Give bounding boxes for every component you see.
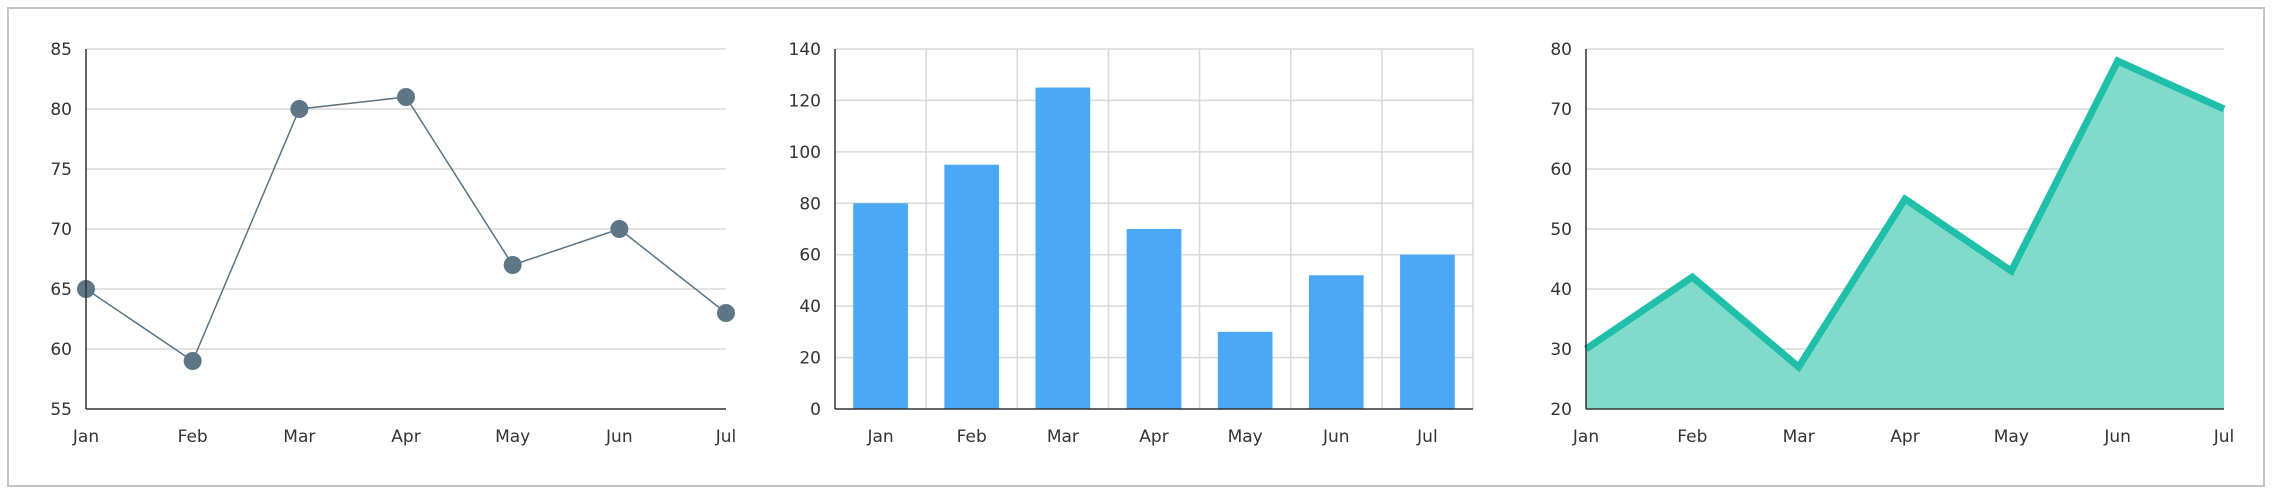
x-tick-label: Apr bbox=[1890, 427, 1919, 447]
bar bbox=[1217, 331, 1273, 409]
x-tick-label: Mar bbox=[1047, 427, 1079, 447]
data-point bbox=[503, 256, 522, 274]
x-tick-label: Jun bbox=[2103, 427, 2131, 447]
area-fill bbox=[1586, 61, 2224, 409]
x-tick-label: Jul bbox=[2213, 427, 2235, 447]
bar bbox=[944, 164, 1000, 409]
y-tick-label: 40 bbox=[1550, 280, 1572, 300]
y-tick-label: 60 bbox=[50, 340, 72, 360]
bar bbox=[1035, 87, 1091, 410]
x-tick-label: May bbox=[1994, 427, 2029, 447]
y-tick-label: 0 bbox=[810, 400, 821, 420]
y-tick-label: 70 bbox=[1550, 100, 1572, 120]
x-tick-label: Apr bbox=[1139, 427, 1168, 447]
bar bbox=[853, 203, 908, 409]
x-tick-label: Feb bbox=[957, 427, 987, 447]
x-tick-label: Jan bbox=[866, 427, 893, 447]
y-tick-label: 80 bbox=[799, 194, 821, 214]
x-tick-label: Jul bbox=[715, 427, 737, 447]
x-tick-label: Mar bbox=[283, 427, 315, 447]
y-tick-label: 75 bbox=[50, 160, 72, 180]
y-tick-label: 60 bbox=[799, 246, 821, 266]
data-point bbox=[610, 220, 629, 238]
y-tick-label: 100 bbox=[789, 143, 821, 163]
series-line bbox=[1584, 56, 2226, 373]
data-point bbox=[717, 304, 735, 322]
y-tick-label: 20 bbox=[1550, 400, 1572, 420]
y-tick-label: 30 bbox=[1550, 340, 1572, 360]
x-tick-label: Feb bbox=[1677, 427, 1707, 447]
bar bbox=[1308, 275, 1364, 409]
x-tick-label: Jan bbox=[1572, 427, 1599, 447]
y-tick-label: 50 bbox=[1550, 220, 1572, 240]
data-point bbox=[290, 100, 309, 118]
y-tick-label: 60 bbox=[1550, 160, 1572, 180]
bar bbox=[1400, 254, 1455, 409]
data-point bbox=[183, 352, 202, 370]
y-tick-label: 80 bbox=[1550, 40, 1572, 60]
x-tick-label: Mar bbox=[1783, 427, 1815, 447]
y-tick-label: 140 bbox=[789, 40, 821, 60]
x-tick-label: Jun bbox=[605, 427, 633, 447]
y-tick-label: 55 bbox=[50, 400, 72, 420]
x-tick-label: Apr bbox=[391, 427, 420, 447]
y-tick-label: 40 bbox=[799, 297, 821, 317]
line-chart: 55 60 65 70 75 80 85 Jan Feb Mar Apr May Jun Jul bbox=[50, 40, 736, 447]
area-chart: 20 30 40 50 60 70 80 Jan Feb Mar Apr May Jun Jul bbox=[1550, 40, 2234, 447]
x-tick-label: Jan bbox=[72, 427, 99, 447]
x-tick-label: Jun bbox=[1322, 427, 1350, 447]
y-tick-label: 85 bbox=[50, 40, 72, 60]
x-tick-label: Jul bbox=[1416, 427, 1438, 447]
y-tick-label: 20 bbox=[799, 349, 821, 369]
y-tick-label: 120 bbox=[789, 91, 821, 111]
y-tick-label: 80 bbox=[50, 100, 72, 120]
y-tick-label: 65 bbox=[50, 280, 72, 300]
data-point bbox=[397, 88, 415, 106]
bar bbox=[1126, 229, 1182, 409]
x-tick-label: Feb bbox=[178, 427, 208, 447]
x-tick-label: May bbox=[495, 427, 530, 447]
bar-chart: 0 20 40 60 80 100 120 140 Jan Feb Mar Apr May Jun Jul bbox=[789, 40, 1474, 447]
y-tick-label: 70 bbox=[50, 220, 72, 240]
x-tick-label: May bbox=[1228, 427, 1263, 447]
